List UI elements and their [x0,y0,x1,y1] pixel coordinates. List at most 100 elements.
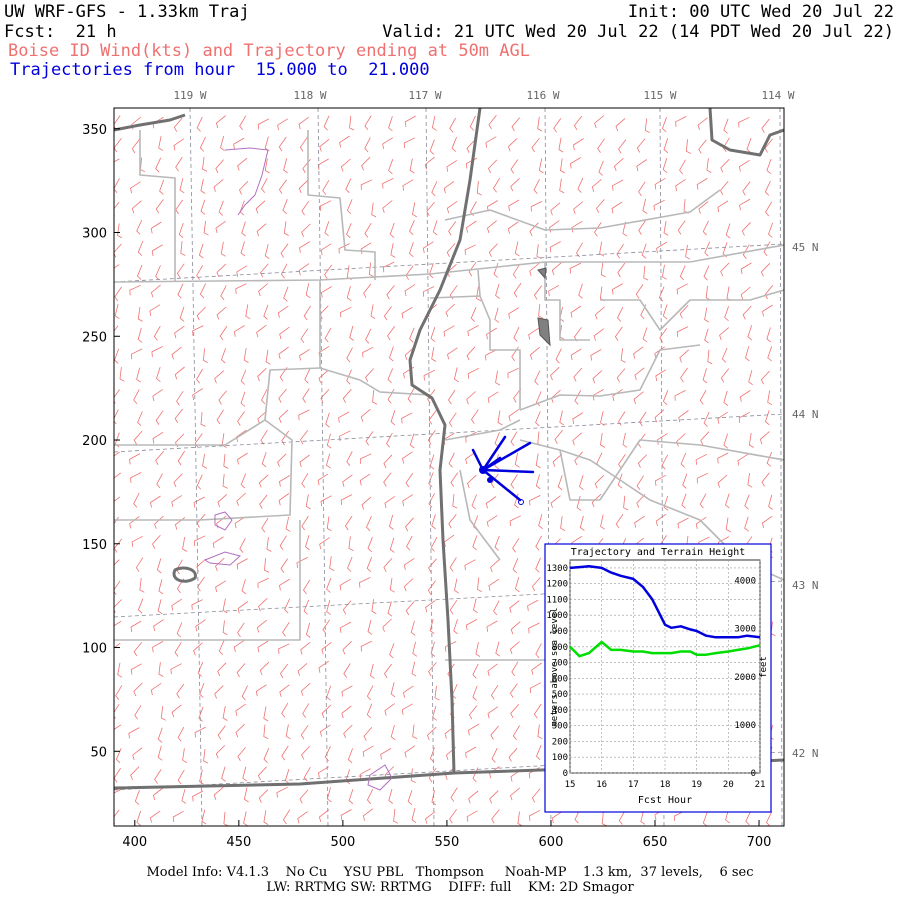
y-tick-label: 150 [82,538,107,553]
county-border-line [559,449,600,501]
model-title: UW WRF-GFS - 1.33km Traj [4,2,250,22]
y-tick-label: 350 [82,123,107,138]
county-border-line [600,289,784,331]
county-border-line [114,419,293,521]
x-tick-label: 450 [226,835,251,850]
idaho-oregon-border [408,108,482,774]
county-border-line [114,520,301,641]
x-tick-label: 400 [122,835,147,850]
county-border-line [139,130,176,282]
latitude-label: 45 N [792,241,819,254]
washington-border [114,113,186,132]
county-border-line [544,262,590,341]
meridian-line [317,108,329,826]
water-bodies [203,147,551,791]
county-border-line [429,295,521,410]
inset-y-tick-label: 900 [552,627,568,637]
lake-outline [172,566,197,583]
longitude-label: 119 W [173,89,206,102]
inset-x-tick-label: 18 [660,780,671,790]
x-axis: 400 450 500 550 600 650 700 [122,820,771,850]
inset-frame [544,543,772,813]
trajectory-height-inset: Trajectory and Terrain Height 0100200300… [544,543,772,813]
inset-y-tick-label: 400 [552,706,568,716]
meridian-line [779,108,783,826]
inset-y-tick-label: 100 [552,753,568,763]
lat-lon-grid [114,108,784,826]
reservoir-outline [537,317,551,347]
inset-feet-tick-label: 2000 [734,673,756,683]
inset-x-tick-label: 15 [565,780,576,790]
inset-y-axis-meters: 0 100 200 300 400 500 600 700 800 900 1000 1100 1200… [546,564,568,779]
longitude-label: 116 W [526,89,559,102]
inset-y-tick-label: 600 [552,674,568,684]
county-border-line [519,344,701,411]
inset-y-tick-label: 1100 [546,595,568,605]
y-tick-label: 300 [82,227,107,242]
longitude-label: 115 W [643,89,676,102]
trajectory-endpoint [487,477,493,483]
county-border-line [477,269,481,297]
trajectory-line [481,435,507,472]
inset-ylabel-meters: meters above sea level [550,607,560,726]
latitude-labels: 45 N 44 N 43 N 42 N [792,241,819,760]
latitude-label: 43 N [792,579,819,592]
inset-y-tick-label: 1000 [546,611,568,621]
inset-y-axis-feet: 0 1000 2000 3000 4000 [734,577,756,779]
terrain-height-line [570,640,760,658]
plot-subtitle: Boise ID Wind(kts) and Trajectory ending… [8,41,530,61]
water-body-outline [214,511,233,531]
trajectory-paths [471,435,535,505]
inset-y-tick-label: 1300 [546,564,568,574]
inset-x-tick-label: 20 [723,780,734,790]
valid-time: Valid: 21 UTC Wed 20 Jul 22 (14 PDT Wed … [382,22,894,42]
longitude-label: 117 W [408,89,441,102]
map-frame [113,107,785,827]
county-border-line [444,419,521,441]
inset-feet-tick-label: 1000 [734,721,756,731]
y-tick-label: 250 [82,330,107,345]
longitude-label: 118 W [293,89,326,102]
inset-ylabel-feet: feet [759,656,769,678]
x-tick-label: 700 [747,835,772,850]
trajectory-line [481,468,535,474]
county-border-line [114,244,784,283]
inset-feet-tick-label: 3000 [734,625,756,635]
x-tick-label: 500 [330,835,355,850]
y-axis: 50 100 150 200 250 300 350 [82,123,120,760]
inset-x-axis: 15 16 17 18 19 20 21 [565,780,766,790]
county-border-line [599,439,784,501]
model-info-line2: LW: RRTMG SW: RRTMG DIFF: full KM: 2D Sm… [266,880,634,895]
inset-y-tick-label: 700 [552,659,568,669]
x-tick-label: 550 [435,835,460,850]
y-tick-label: 100 [82,642,107,657]
trajectory-range: Trajectories from hour 15.000 to 21.000 [10,60,430,80]
trajectory-endpoint [479,466,487,474]
meridian-line [425,108,435,826]
inset-y-tick-label: 800 [552,643,568,653]
parallel-line [114,413,784,453]
county-border-line [319,367,431,396]
inset-x-tick-label: 21 [755,780,766,790]
inset-y-tick-label: 200 [552,737,568,747]
reservoir-outline [537,267,547,280]
county-border-line [459,469,501,561]
forecast-hour: Fcst: 21 h [4,22,117,42]
inset-y-tick-label: 300 [552,722,568,732]
inset-y-tick-label: 0 [563,769,568,779]
inset-y-tick-label: 1200 [546,580,568,590]
inset-x-tick-label: 16 [596,780,607,790]
longitude-label: 114 W [761,89,794,102]
inset-grid [569,560,761,774]
inset-x-tick-label: 17 [628,780,639,790]
county-border-line [444,189,721,231]
inset-feet-tick-label: 0 [751,769,756,779]
trajectory-line [481,468,522,502]
inset-feet-tick-label: 4000 [734,577,756,587]
trajectory-origin-marker [518,499,524,505]
latitude-label: 42 N [792,747,819,760]
county-border-line [307,130,376,280]
water-body-outline [203,551,242,566]
latitude-label: 44 N [792,408,819,421]
